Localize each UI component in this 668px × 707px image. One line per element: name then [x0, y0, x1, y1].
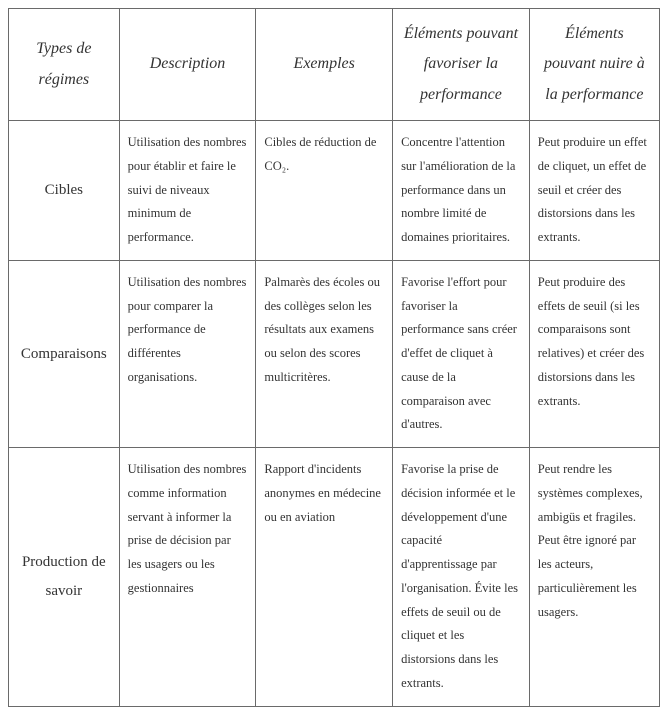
cell-harm: Peut rendre les systèmes complexes, ambi… — [529, 448, 659, 707]
table-row: Cibles Utilisation des nombres pour étab… — [9, 121, 660, 261]
regimes-table: Types de régimes Description Exemples Él… — [8, 8, 660, 707]
row-title-production: Production de savoir — [9, 448, 120, 707]
cell-examples: Cibles de réduction de CO₂. — [256, 121, 393, 261]
cell-harm: Peut produire un effet de cliquet, un ef… — [529, 121, 659, 261]
cell-harm: Peut produire des effets de seuil (si le… — [529, 260, 659, 447]
cell-examples: Rapport d'incidents anonymes en médecine… — [256, 448, 393, 707]
col-header-types: Types de régimes — [9, 9, 120, 121]
cell-description: Utilisation des nombres pour comparer la… — [119, 260, 256, 447]
col-header-nuire: Éléments pouvant nuire à la performance — [529, 9, 659, 121]
cell-description: Utilisation des nombres comme informatio… — [119, 448, 256, 707]
table-row: Comparaisons Utilisation des nombres pou… — [9, 260, 660, 447]
col-header-favoriser: Éléments pouvant favoriser la performanc… — [393, 9, 530, 121]
row-title-cibles: Cibles — [9, 121, 120, 261]
cell-favor: Favorise la prise de décision informée e… — [393, 448, 530, 707]
cell-description: Utilisation des nombres pour établir et … — [119, 121, 256, 261]
row-title-comparaisons: Comparaisons — [9, 260, 120, 447]
table-header-row: Types de régimes Description Exemples Él… — [9, 9, 660, 121]
cell-favor: Concentre l'attention sur l'amélioration… — [393, 121, 530, 261]
col-header-description: Description — [119, 9, 256, 121]
cell-favor: Favorise l'effort pour favoriser la perf… — [393, 260, 530, 447]
table-row: Production de savoir Utilisation des nom… — [9, 448, 660, 707]
cell-examples: Palmarès des écoles ou des collèges selo… — [256, 260, 393, 447]
col-header-exemples: Exemples — [256, 9, 393, 121]
